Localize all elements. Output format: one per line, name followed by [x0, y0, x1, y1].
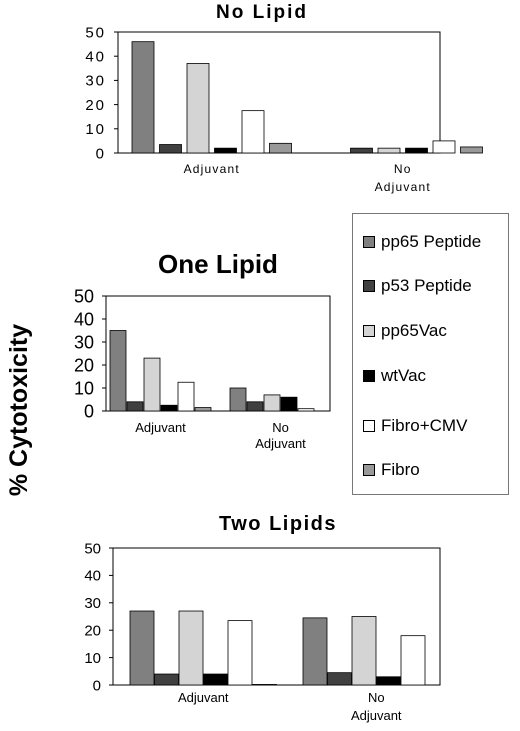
panel-two-lipids-y-tick-label: 0 [93, 677, 101, 694]
panel-no-lipid-bar-fibro-adjuvant [269, 142, 292, 154]
panel-no-lipid-bar-p53-peptide-no-adjuvant [350, 147, 373, 154]
panel-one-lipid-bar-pp65-peptide-adjuvant [109, 330, 127, 412]
panel-one-lipid-bar-fibro-cmv-no-adjuvant [297, 408, 315, 412]
panel-two-lipids-y-tick-label: 20 [84, 622, 101, 639]
panel-no-lipid-category-label-adjuvant: Adjuvant [184, 162, 240, 176]
panel-one-lipid-bar-pp65vac-adjuvant [143, 357, 161, 412]
panel-no-lipid-y-tick-label: 20 [85, 97, 106, 114]
panel-two-lipids-bar-pp65-peptide-no-adjuvant [302, 617, 328, 686]
panel-two-lipids-bar-fibro-adjuvant [252, 684, 277, 686]
panel-two-lipids-bar-fibro-cmv-no-adjuvant [400, 635, 426, 686]
legend-item-fibro-cmv: Fibro+CMV [363, 414, 467, 438]
panel-one-lipid-y-tick-label: 0 [84, 401, 94, 421]
panel-two-lipids-y-tick-label: 40 [84, 568, 101, 585]
legend-item-pp65-peptide: pp65 Peptide [363, 230, 481, 254]
panel-two-lipids-plot-area [112, 547, 441, 686]
legend-swatch-pp65vac [363, 325, 375, 337]
panel-no-lipid-title: No Lipid [216, 2, 308, 23]
panel-one-lipid-bar-p53-peptide-adjuvant [126, 401, 144, 412]
panel-one-lipid-title: One Lipid [158, 249, 278, 279]
legend-item-pp65vac: pp65Vac [363, 319, 447, 343]
legend-item-fibro: Fibro [363, 458, 420, 482]
panel-no-lipid-y-tick-label: 40 [85, 48, 106, 65]
panel-one-lipid-bar-fibro-adjuvant [194, 407, 212, 412]
legend-label: Fibro [381, 460, 420, 479]
panel-no-lipid-bar-pp65vac-no-adjuvant [377, 147, 401, 154]
legend-label: pp65 Peptide [381, 232, 482, 251]
panel-one-lipid-bar-wtvac-adjuvant [160, 404, 178, 412]
legend-swatch-p53-peptide [363, 280, 375, 292]
legend-label: pp65Vac [381, 321, 447, 340]
legend-swatch-fibro [363, 464, 375, 476]
panel-two-lipids-bar-wtvac-adjuvant [203, 673, 228, 686]
legend-swatch-fibro-cmv [363, 420, 375, 432]
legend-item-p53-peptide: p53 Peptide [363, 274, 472, 298]
panel-no-lipid-y-tick-label: 0 [96, 145, 106, 162]
panel-one-lipid-bar-wtvac-no-adjuvant [280, 396, 298, 412]
panel-no-lipid-plot-area [117, 31, 441, 154]
panel-no-lipid-y-tick-label: 10 [85, 121, 106, 138]
panel-two-lipids-bar-pp65vac-no-adjuvant [351, 616, 377, 686]
panel-one-lipid-y-tick-label: 10 [74, 378, 94, 398]
panel-one-lipid-y-tick-label: 20 [74, 355, 94, 375]
panel-two-lipids-y-tick-label: 50 [84, 540, 101, 557]
panel-no-lipid-category-label-no-adjuvant: No Adjuvant [375, 162, 431, 194]
panel-two-lipids-bar-p53-peptide-adjuvant [154, 673, 179, 686]
panel-two-lipids-bar-fibro-cmv-adjuvant [227, 620, 253, 686]
panel-no-lipid-bar-pp65-peptide-adjuvant [131, 41, 155, 154]
y-axis-label-wrap: % Cytotoxicity [0, 260, 36, 560]
panel-two-lipids-y-tick-label: 30 [84, 595, 101, 612]
panel-one-lipid-category-label-no-adjuvant: No Adjuvant [255, 420, 306, 451]
y-axis-label: % Cytotoxicity [5, 324, 33, 496]
panel-one-lipid-bar-p53-peptide-no-adjuvant [246, 401, 264, 412]
panel-two-lipids-category-label-adjuvant: Adjuvant [178, 690, 229, 705]
panel-no-lipid-bar-wtvac-adjuvant [214, 147, 237, 154]
panel-one-lipid-bar-fibro-cmv-adjuvant [177, 381, 195, 412]
panel-one-lipid-y-tick-label: 40 [74, 309, 94, 329]
panel-one-lipid-bar-pp65vac-no-adjuvant [263, 394, 281, 412]
panel-no-lipid-bar-pp65vac-adjuvant [186, 63, 210, 154]
panel-two-lipids-bar-pp65vac-adjuvant [178, 610, 204, 686]
legend-label: wtVac [381, 366, 427, 385]
panel-two-lipids-category-label-no-adjuvant: No Adjuvant [351, 690, 402, 723]
legend-label: p53 Peptide [381, 276, 472, 295]
panel-two-lipids-y-tick-label: 10 [84, 650, 101, 667]
panel-no-lipid-bar-wtvac-no-adjuvant [405, 147, 428, 154]
panel-one-lipid-y-tick-label: 30 [74, 332, 94, 352]
panel-one-lipid-bar-pp65-peptide-no-adjuvant [229, 387, 247, 412]
legend-swatch-wtvac [363, 370, 375, 382]
panel-no-lipid-y-tick-label: 30 [85, 73, 106, 90]
panel-one-lipid-plot-area [105, 295, 331, 412]
panel-no-lipid-y-tick-label: 50 [85, 24, 106, 41]
panel-one-lipid-category-label-adjuvant: Adjuvant [135, 420, 186, 435]
legend-item-wtvac: wtVac [363, 364, 426, 388]
legend-swatch-pp65-peptide [363, 236, 375, 248]
panel-no-lipid-bar-fibro-cmv-no-adjuvant [432, 140, 456, 154]
panel-two-lipids-bar-pp65-peptide-adjuvant [129, 610, 155, 686]
panel-one-lipid-y-tick-label: 50 [74, 286, 94, 306]
legend: pp65 Peptide p53 Peptide pp65Vac wtVac F… [352, 213, 509, 495]
panel-two-lipids-title: Two Lipids [219, 513, 337, 535]
panel-two-lipids-bar-p53-peptide-no-adjuvant [327, 672, 352, 686]
panel-no-lipid-bar-fibro-cmv-adjuvant [241, 110, 265, 154]
legend-label: Fibro+CMV [381, 416, 468, 435]
panel-two-lipids-bar-wtvac-no-adjuvant [376, 676, 401, 686]
panel-no-lipid-bar-fibro-no-adjuvant [460, 146, 483, 154]
panel-no-lipid-bar-p53-peptide-adjuvant [159, 144, 182, 154]
